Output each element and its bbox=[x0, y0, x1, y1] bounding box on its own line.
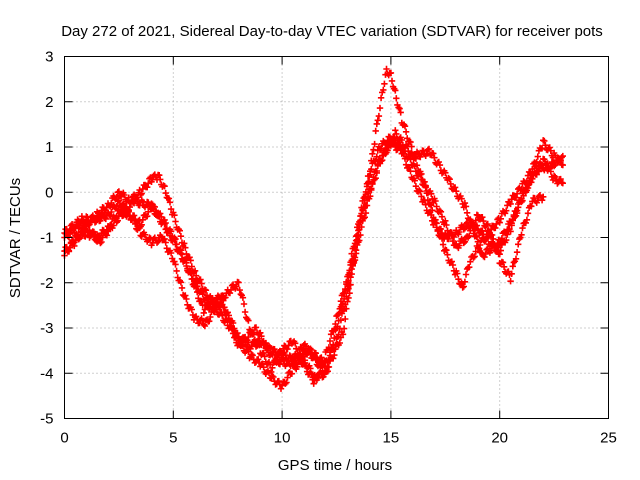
series-track-d bbox=[61, 127, 566, 377]
x-tick-label: 5 bbox=[169, 430, 177, 447]
x-tick-label: 0 bbox=[60, 430, 68, 447]
x-tick-label: 10 bbox=[274, 430, 291, 447]
data-points bbox=[61, 65, 566, 392]
x-tick-label: 25 bbox=[600, 430, 617, 447]
y-tick-label: -3 bbox=[40, 320, 53, 337]
y-tick-label: 0 bbox=[45, 184, 53, 201]
y-axis-label: SDTVAR / TECUs bbox=[7, 178, 24, 298]
y-tick-label: 1 bbox=[45, 139, 53, 156]
x-tick-label: 20 bbox=[491, 430, 508, 447]
y-tick-label: -4 bbox=[40, 365, 53, 382]
axis-ticks: 0 5 10 15 20 25 -5 -4 -3 -2 -1 0 1 2 3 bbox=[40, 49, 617, 447]
y-tick-label: -2 bbox=[40, 275, 53, 292]
x-axis-label: GPS time / hours bbox=[278, 457, 392, 474]
y-tick-label: -5 bbox=[40, 411, 53, 428]
y-tick-label: -1 bbox=[40, 230, 53, 247]
x-tick-label: 15 bbox=[383, 430, 400, 447]
series-markers bbox=[61, 127, 566, 377]
chart-title: Day 272 of 2021, Sidereal Day-to-day VTE… bbox=[61, 23, 603, 40]
y-tick-label: 3 bbox=[45, 49, 53, 66]
y-tick-label: 2 bbox=[45, 94, 53, 111]
